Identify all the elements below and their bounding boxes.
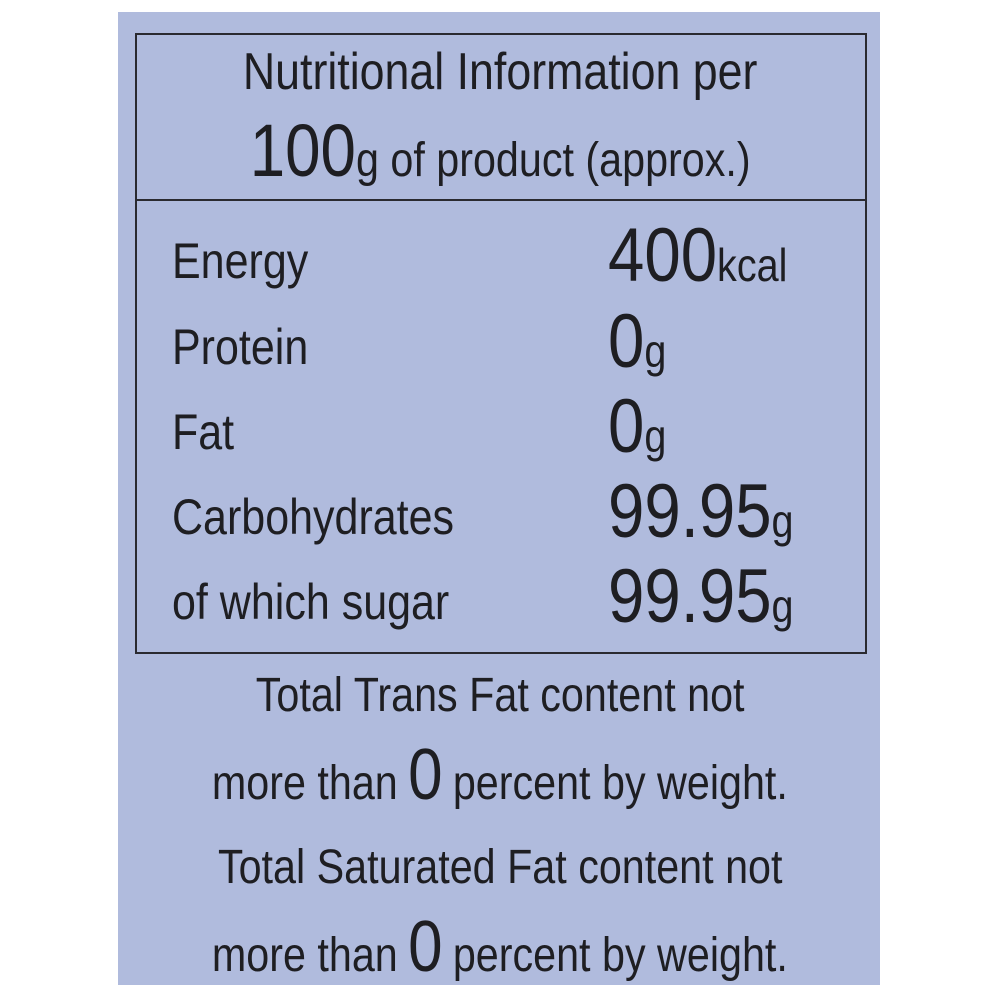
value-unit: g [771,495,794,547]
note-text: more than 0 percent by weight. [212,906,788,988]
nutrient-value: 99.95g [608,468,794,555]
note-line: Total Saturated Fat content not [0,840,1000,895]
header-line: Nutritional Information per [0,42,1000,102]
label-background [118,12,880,985]
note-value: 0 [408,907,443,987]
note-prefix: more than [212,929,398,982]
value-number: 0 [608,384,645,469]
nutrient-label: Carbohydrates [172,489,455,545]
nutrient-value: 0g [608,383,666,470]
note-text: Total Trans Fat content not [255,669,745,722]
note-text: more than 0 percent by weight. [212,734,788,816]
header-text: 100g of product (approx.) [250,108,751,193]
value-number: 99.95 [608,469,772,554]
value-number: 0 [608,299,645,384]
nutrient-value: 400kcal [608,212,787,299]
nutrient-label: Fat [172,404,235,460]
value-unit: g [771,580,794,632]
value-unit: g [644,410,667,462]
nutrient-value: 99.95g [608,553,794,640]
value-number: 99.95 [608,554,772,639]
header-text: g of product (approx.) [355,134,751,187]
note-value: 0 [408,735,443,815]
note-line: more than 0 percent by weight. [0,906,1000,988]
value-unit: kcal [717,239,788,291]
note-line: Total Trans Fat content not [0,668,1000,723]
nutrient-label: Energy [172,233,309,289]
note-prefix: more than [212,757,398,810]
header-text: Nutritional Information per [242,43,758,101]
value-unit: g [644,325,667,377]
table-border [135,33,867,654]
note-text: Total Saturated Fat content not [217,841,783,894]
nutrient-value: 0g [608,298,666,385]
header-line: 100g of product (approx.) [0,108,1000,193]
note-suffix: percent by weight. [452,929,788,982]
nutrient-label: Protein [172,319,309,375]
note-line: more than 0 percent by weight. [0,734,1000,816]
header-amount: 100 [249,109,356,192]
value-number: 400 [608,213,718,298]
divider [135,199,867,201]
nutrient-label: of which sugar [172,574,450,630]
note-suffix: percent by weight. [452,757,788,810]
